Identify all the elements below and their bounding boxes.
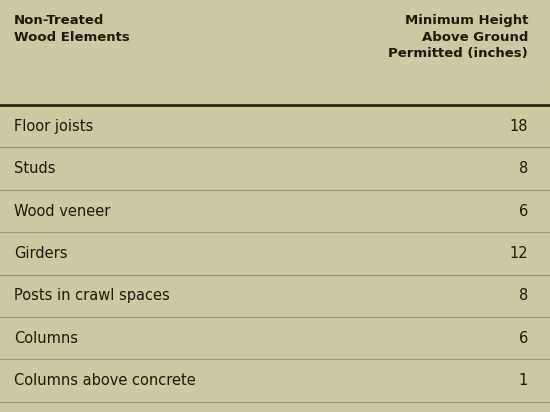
Text: Wood veneer: Wood veneer bbox=[14, 204, 110, 218]
Text: Girders: Girders bbox=[14, 246, 67, 261]
Text: 18: 18 bbox=[509, 119, 528, 134]
Text: 8: 8 bbox=[519, 161, 528, 176]
Text: 6: 6 bbox=[519, 331, 528, 346]
Text: Non-Treated
Wood Elements: Non-Treated Wood Elements bbox=[14, 14, 129, 44]
Text: 6: 6 bbox=[519, 204, 528, 218]
Text: Minimum Height
Above Ground
Permitted (inches): Minimum Height Above Ground Permitted (i… bbox=[388, 14, 528, 61]
Text: 1: 1 bbox=[519, 373, 528, 388]
Text: Floor joists: Floor joists bbox=[14, 119, 93, 134]
Text: Posts in crawl spaces: Posts in crawl spaces bbox=[14, 288, 169, 303]
Text: Columns above concrete: Columns above concrete bbox=[14, 373, 195, 388]
Text: Columns: Columns bbox=[14, 331, 78, 346]
Text: 12: 12 bbox=[509, 246, 528, 261]
Text: 8: 8 bbox=[519, 288, 528, 303]
Text: Studs: Studs bbox=[14, 161, 55, 176]
